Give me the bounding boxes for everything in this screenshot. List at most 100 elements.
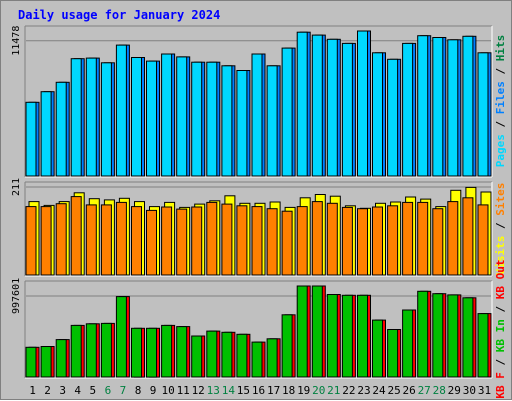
legend-separator: / <box>494 61 507 81</box>
x-tick-label: 4 <box>74 384 81 397</box>
legend-separator: / <box>494 114 507 134</box>
chart-title: Daily usage for January 2024 <box>18 8 220 22</box>
kbin-bar <box>115 296 127 378</box>
sites-bar <box>131 206 142 276</box>
kbin-bar <box>462 297 474 378</box>
sites-bar <box>251 206 263 276</box>
kbin-bar <box>85 323 97 378</box>
sites-bar <box>100 204 112 276</box>
pages-bar <box>55 81 67 177</box>
kbin-bar <box>191 335 203 378</box>
sites-bar <box>447 201 459 276</box>
x-tick-label: 15 <box>237 384 250 397</box>
x-axis-labels: 1 2 3 4 5 6 7 8 9 10 11 12 13 14 15 16 17 18 19 20 21 22 23 24 2… <box>29 384 491 397</box>
pages-bar <box>266 65 278 177</box>
x-tick-label: 30 <box>463 384 476 397</box>
legend-top: Pages / Files / Hits <box>494 35 507 168</box>
legend-item: KB Out <box>494 259 507 299</box>
x-tick-label: 17 <box>267 384 280 397</box>
y-max-label: 11478 <box>11 26 22 56</box>
kbin-bar <box>176 326 188 378</box>
x-tick-label: 9 <box>150 384 157 397</box>
kbin-bar <box>131 327 142 378</box>
pages-bar <box>161 53 173 177</box>
pages-bar <box>296 31 308 177</box>
y-max-label: 997601 <box>11 278 22 314</box>
x-tick-label: 16 <box>252 384 265 397</box>
chart-panel-middle: 211 Visits / Sites <box>11 178 507 277</box>
legend-item: Pages <box>494 134 507 167</box>
pages-bar <box>236 70 248 177</box>
chart-panel-bottom: 997601 KB F / KB In / KB Out <box>11 259 507 398</box>
pages-bar <box>251 53 263 177</box>
x-tick-label: 14 <box>222 384 236 397</box>
kbin-bar <box>146 327 157 378</box>
kbin-bar <box>221 331 233 378</box>
kbin-bar <box>311 285 323 378</box>
x-tick-label: 5 <box>89 384 96 397</box>
kbin-bar <box>447 294 459 378</box>
pages-bar <box>131 57 142 177</box>
pages-bar <box>25 101 37 177</box>
legend-bottom: KB F / KB In / KB Out <box>494 259 507 398</box>
kbin-bar <box>25 346 37 378</box>
chart-panel-top: 11478 Pages / Files / Hits <box>11 25 507 178</box>
kbin-bar <box>70 324 82 378</box>
sites-bar <box>146 209 157 276</box>
x-tick-label: 21 <box>327 384 340 397</box>
x-tick-label: 29 <box>448 384 461 397</box>
sites-bar <box>477 204 489 276</box>
sites-bar <box>40 206 52 276</box>
pages-bar <box>191 61 203 177</box>
legend-separator: / <box>494 216 507 236</box>
x-tick-label: 27 <box>418 384 431 397</box>
sites-bar <box>432 208 444 276</box>
kbin-bar <box>477 313 489 378</box>
kbin-bar <box>206 330 218 378</box>
kbin-bar <box>387 329 399 378</box>
pages-bar <box>176 56 188 177</box>
pages-bar <box>100 62 112 177</box>
x-tick-label: 8 <box>135 384 142 397</box>
legend-item: Sites <box>494 183 507 216</box>
legend-item: Visits <box>494 236 507 276</box>
pages-bar <box>281 47 293 177</box>
kbin-bar <box>55 339 67 378</box>
pages-bar <box>311 34 323 177</box>
sites-bar <box>281 210 293 276</box>
sites-bar <box>25 206 37 276</box>
kbin-bar <box>417 290 429 378</box>
sites-bar <box>85 204 97 276</box>
legend-item: Hits <box>494 35 507 62</box>
pages-bar <box>40 91 52 177</box>
x-tick-label: 18 <box>282 384 295 397</box>
sites-bar <box>326 202 338 276</box>
kbin-bar <box>251 341 263 378</box>
kbin-bar <box>432 293 444 378</box>
sites-bar <box>357 208 368 276</box>
sites-bar <box>402 201 414 276</box>
pages-bar <box>357 30 368 177</box>
sites-bar <box>387 205 399 276</box>
pages-bar <box>146 60 157 177</box>
sites-bar <box>266 208 278 276</box>
x-tick-label: 7 <box>120 384 127 397</box>
kbin-bar <box>100 322 112 378</box>
kbin-bar <box>326 294 338 378</box>
sites-bar <box>462 197 474 276</box>
sites-bar <box>372 206 383 276</box>
pages-bar <box>432 37 444 177</box>
sites-bar <box>236 205 248 276</box>
x-tick-label: 19 <box>297 384 310 397</box>
x-tick-label: 10 <box>161 384 174 397</box>
x-tick-label: 13 <box>207 384 220 397</box>
x-tick-label: 28 <box>433 384 446 397</box>
pages-bar <box>462 35 474 177</box>
legend-middle: Visits / Sites <box>494 183 507 276</box>
kbin-bar <box>357 294 368 378</box>
sites-bar <box>296 206 308 276</box>
y-max-label: 211 <box>11 178 22 196</box>
sites-bar <box>70 196 82 276</box>
